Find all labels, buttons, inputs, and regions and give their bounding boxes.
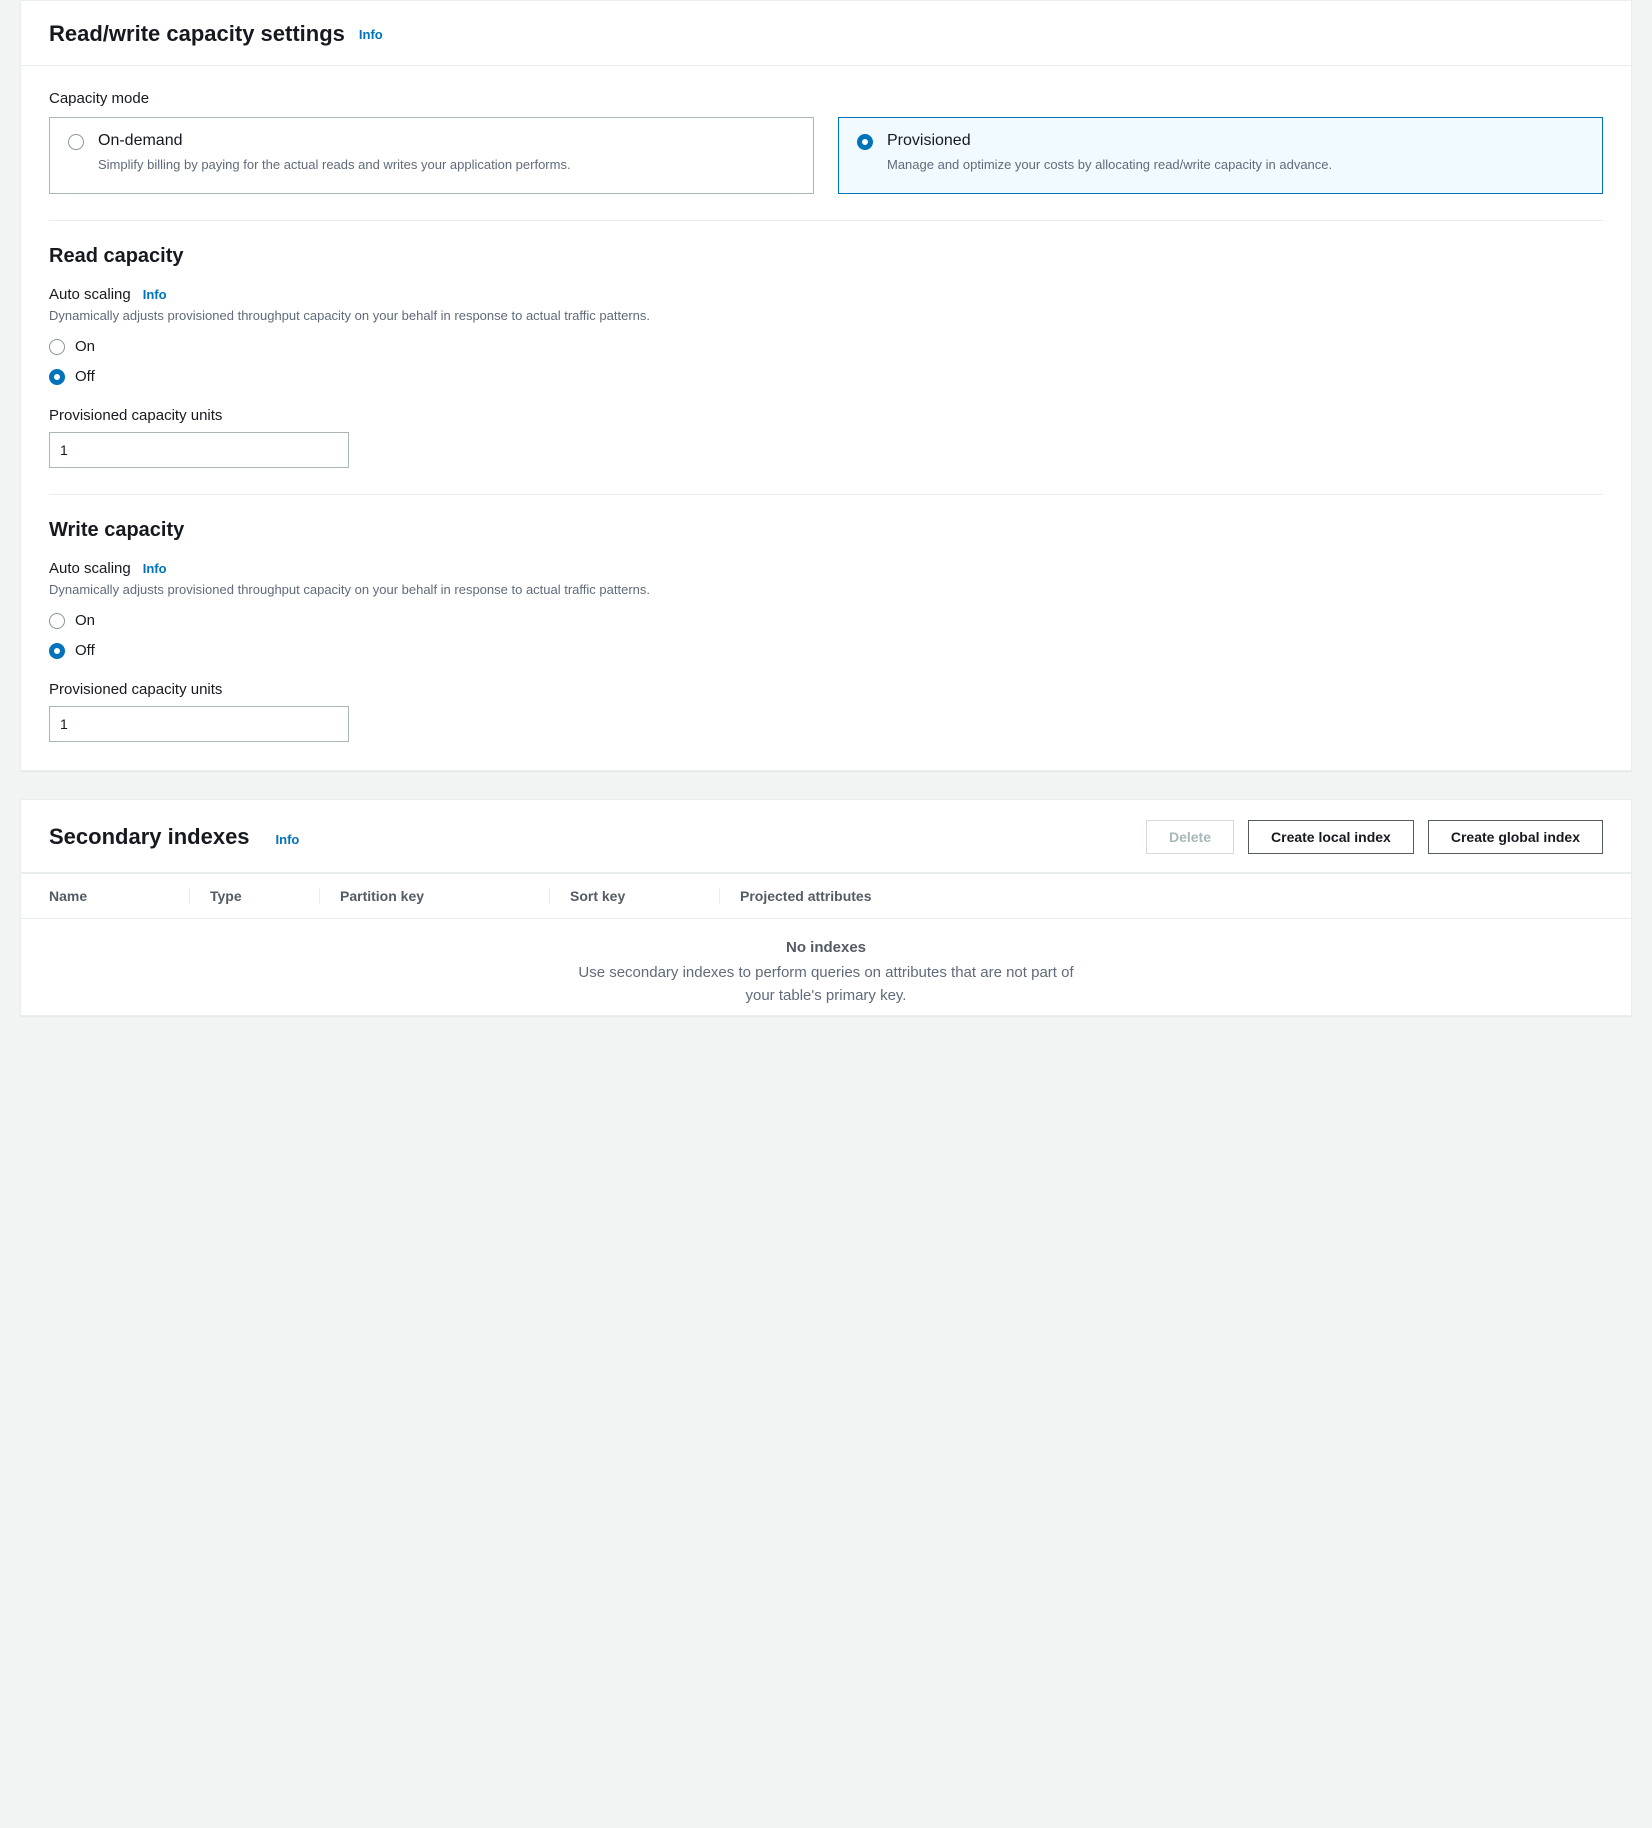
radio-icon: [49, 339, 65, 355]
capacity-panel-title: Read/write capacity settings: [49, 21, 345, 47]
radio-icon: [49, 369, 65, 385]
empty-desc: Use secondary indexes to perform queries…: [566, 962, 1086, 1007]
delete-index-button: Delete: [1146, 820, 1234, 854]
divider: [49, 494, 1603, 495]
read-auto-scaling-row: Auto scaling Info: [49, 286, 1603, 303]
read-auto-scaling-label: Auto scaling: [49, 286, 131, 303]
indexes-empty-state: No indexes Use secondary indexes to perf…: [21, 919, 1631, 1015]
read-off-label: Off: [75, 368, 95, 385]
capacity-mode-options: On-demand Simplify billing by paying for…: [49, 117, 1603, 194]
write-off-label: Off: [75, 642, 95, 659]
on-demand-desc: Simplify billing by paying for the actua…: [98, 156, 571, 175]
col-partition-key: Partition key: [319, 888, 549, 904]
read-capacity-heading: Read capacity: [49, 245, 1603, 268]
write-units-label: Provisioned capacity units: [49, 681, 1603, 698]
radio-icon: [49, 613, 65, 629]
read-auto-scaling-off[interactable]: Off: [49, 367, 1603, 385]
capacity-panel-header: Read/write capacity settings Info: [21, 1, 1631, 66]
read-auto-scaling-helper: Dynamically adjusts provisioned throughp…: [49, 307, 1603, 325]
read-units-input[interactable]: [49, 432, 349, 468]
write-auto-scaling-off[interactable]: Off: [49, 641, 1603, 659]
write-auto-scaling-options: On Off: [49, 611, 1603, 659]
read-auto-scaling-on[interactable]: On: [49, 337, 1603, 355]
provisioned-desc: Manage and optimize your costs by alloca…: [887, 156, 1332, 175]
capacity-panel-body: Capacity mode On-demand Simplify billing…: [21, 66, 1631, 770]
capacity-settings-panel: Read/write capacity settings Info Capaci…: [20, 0, 1632, 771]
capacity-mode-provisioned[interactable]: Provisioned Manage and optimize your cos…: [838, 117, 1603, 194]
col-projected-attributes: Projected attributes: [719, 888, 1603, 904]
create-global-index-button[interactable]: Create global index: [1428, 820, 1603, 854]
read-units-label: Provisioned capacity units: [49, 407, 1603, 424]
write-units-input[interactable]: [49, 706, 349, 742]
indexes-panel-header: Secondary indexes Info Delete Create loc…: [21, 800, 1631, 873]
read-on-label: On: [75, 338, 95, 355]
write-auto-scaling-label: Auto scaling: [49, 560, 131, 577]
indexes-table-header: Name Type Partition key Sort key Project…: [21, 873, 1631, 919]
read-auto-scaling-info-link[interactable]: Info: [143, 287, 167, 302]
write-auto-scaling-row: Auto scaling Info: [49, 560, 1603, 577]
capacity-mode-on-demand[interactable]: On-demand Simplify billing by paying for…: [49, 117, 814, 194]
write-auto-scaling-on[interactable]: On: [49, 611, 1603, 629]
provisioned-title: Provisioned: [887, 132, 1332, 150]
radio-icon: [857, 134, 873, 150]
capacity-info-link[interactable]: Info: [359, 27, 383, 42]
radio-icon: [68, 134, 84, 150]
write-auto-scaling-info-link[interactable]: Info: [143, 561, 167, 576]
col-name: Name: [49, 888, 189, 904]
divider: [49, 220, 1603, 221]
empty-title: No indexes: [49, 939, 1603, 956]
radio-icon: [49, 643, 65, 659]
col-sort-key: Sort key: [549, 888, 719, 904]
col-type: Type: [189, 888, 319, 904]
indexes-panel-title: Secondary indexes: [49, 824, 250, 850]
secondary-indexes-panel: Secondary indexes Info Delete Create loc…: [20, 799, 1632, 1016]
write-on-label: On: [75, 612, 95, 629]
on-demand-title: On-demand: [98, 132, 571, 150]
write-auto-scaling-helper: Dynamically adjusts provisioned throughp…: [49, 581, 1603, 599]
read-auto-scaling-options: On Off: [49, 337, 1603, 385]
capacity-mode-label: Capacity mode: [49, 90, 1603, 107]
write-capacity-heading: Write capacity: [49, 519, 1603, 542]
indexes-button-row: Delete Create local index Create global …: [1146, 820, 1603, 854]
indexes-info-link[interactable]: Info: [276, 832, 300, 847]
create-local-index-button[interactable]: Create local index: [1248, 820, 1414, 854]
